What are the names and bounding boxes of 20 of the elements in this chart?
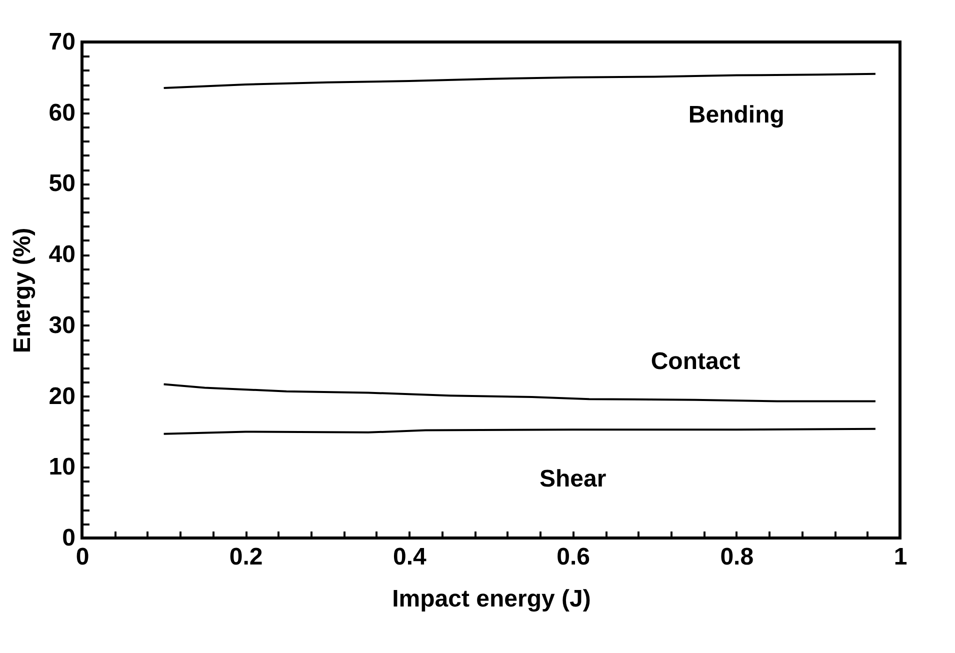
series-label: Shear [539,466,606,493]
y-tick-label: 10 [48,454,76,481]
x-axis-title: Impact energy (J) [392,586,591,612]
series-label: Bending [688,101,784,128]
x-tick-label: 1 [894,544,908,570]
y-tick-label: 60 [48,99,76,126]
x-tick-label: 0.2 [229,544,263,570]
x-tick-label: 0.8 [720,544,754,570]
line-series [162,72,876,90]
y-tick-label: 50 [48,170,76,198]
series-label: Contact [650,348,740,375]
x-tick-label: 0.6 [556,544,590,570]
y-tick-label: 30 [48,312,76,339]
line-series [162,383,876,402]
y-tick-label: 70 [48,28,76,56]
y-axis-title: Energy (%) [8,228,36,354]
y-tick-label: 40 [48,241,76,268]
y-tick-label: 0 [62,524,76,552]
x-tick-label: 0.4 [393,544,428,570]
y-tick-label: 20 [48,382,76,410]
